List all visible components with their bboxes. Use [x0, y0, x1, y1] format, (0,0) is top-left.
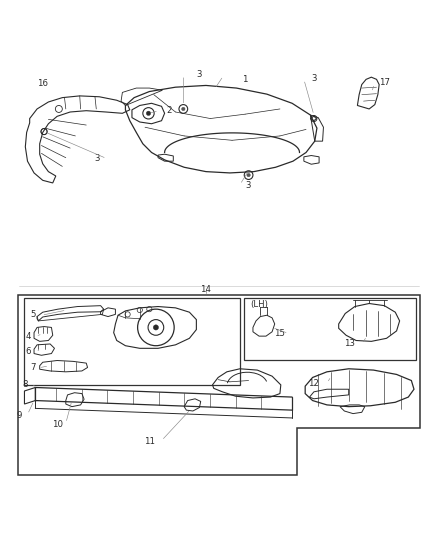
Text: 9: 9 — [17, 411, 22, 420]
Text: 5: 5 — [30, 310, 35, 319]
Circle shape — [182, 107, 185, 111]
Text: (LH): (LH) — [251, 300, 268, 309]
Text: 14: 14 — [201, 285, 212, 294]
Text: 12: 12 — [308, 378, 319, 387]
Text: 16: 16 — [37, 79, 48, 88]
Text: 11: 11 — [144, 437, 155, 446]
Circle shape — [146, 111, 151, 116]
Text: 3: 3 — [311, 74, 317, 83]
Text: 15: 15 — [274, 329, 285, 338]
Text: 3: 3 — [246, 181, 251, 190]
Text: 3: 3 — [197, 70, 202, 79]
Text: 3: 3 — [94, 154, 100, 163]
Text: 13: 13 — [344, 340, 355, 349]
Text: 10: 10 — [53, 419, 64, 429]
Circle shape — [247, 173, 251, 177]
Text: 8: 8 — [23, 379, 28, 389]
Circle shape — [153, 325, 159, 330]
Text: 2: 2 — [166, 106, 172, 115]
Text: 17: 17 — [379, 78, 390, 87]
Text: 1: 1 — [242, 75, 248, 84]
Text: 7: 7 — [30, 364, 35, 373]
Text: 6: 6 — [25, 347, 31, 356]
Text: 4: 4 — [25, 332, 31, 341]
